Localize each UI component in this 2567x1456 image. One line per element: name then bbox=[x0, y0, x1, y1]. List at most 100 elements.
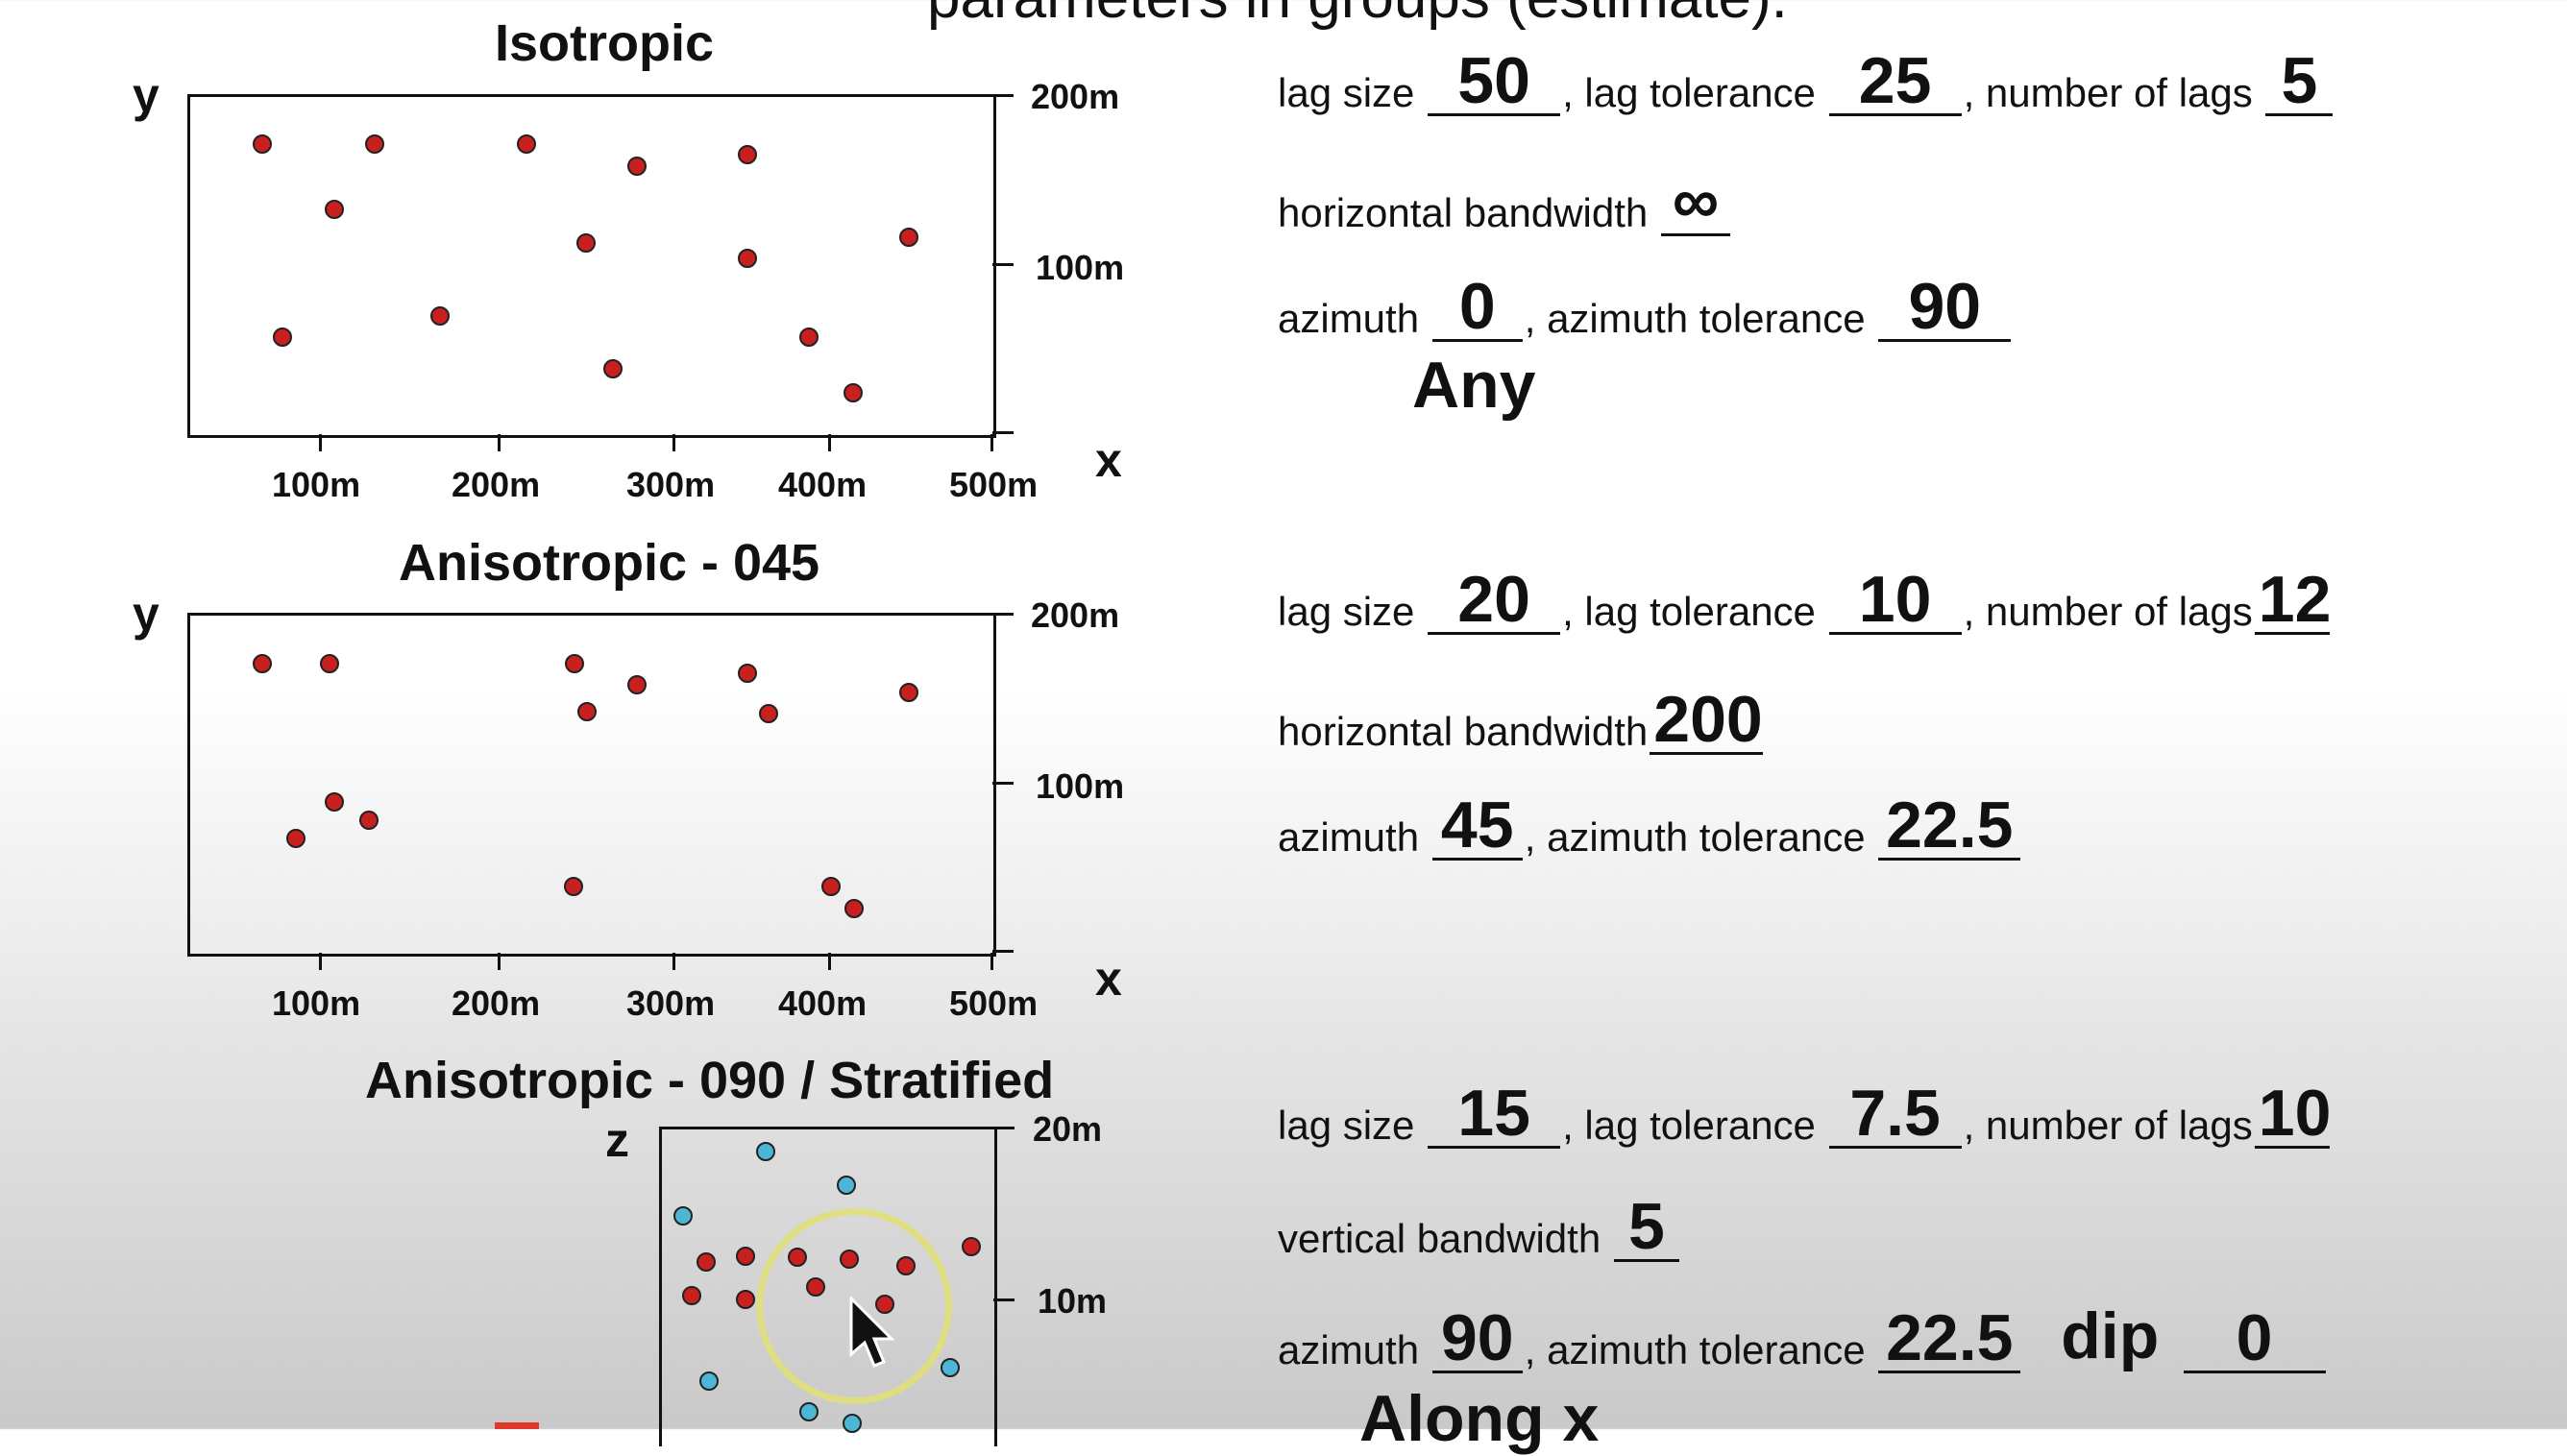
mouse-pointer-icon bbox=[849, 1297, 895, 1368]
y-tick bbox=[993, 1298, 1015, 1301]
lag-tolerance-value: 10 bbox=[1828, 567, 1962, 635]
x-tick-label: 200m bbox=[452, 983, 541, 1023]
lag-tolerance-label: , lag tolerance bbox=[1562, 1103, 1816, 1148]
data-point bbox=[736, 1247, 755, 1266]
dip-value: 0 bbox=[2183, 1305, 2326, 1373]
data-point bbox=[759, 704, 778, 723]
scatter-plot-anisotropic-045 bbox=[187, 613, 996, 957]
param-row-bandwidth-1: horizontal bandwidth ∞ bbox=[1278, 168, 1732, 236]
data-point bbox=[603, 359, 623, 378]
bandwidth-label: horizontal bandwidth bbox=[1278, 190, 1649, 235]
azimuth-tolerance-label: , azimuth tolerance bbox=[1524, 296, 1866, 341]
y-tick-label: 200m bbox=[1031, 77, 1120, 116]
x-tick bbox=[319, 434, 322, 451]
y-tick-label: 10m bbox=[1038, 1281, 1108, 1321]
number-of-lags-label: , number of lags bbox=[1963, 70, 2253, 115]
azimuth-tolerance-value: 22.5 bbox=[1878, 1305, 2021, 1373]
azimuth-label: azimuth bbox=[1278, 1327, 1420, 1372]
red-marker bbox=[495, 1422, 539, 1429]
data-point bbox=[325, 792, 344, 812]
azimuth-value: 90 bbox=[1431, 1305, 1523, 1373]
bandwidth-label: horizontal bandwidth bbox=[1278, 709, 1649, 754]
x-tick-label: 300m bbox=[626, 465, 716, 504]
data-point bbox=[359, 811, 379, 830]
y-axis-label: y bbox=[133, 587, 159, 641]
y-tick-label: 100m bbox=[1036, 766, 1125, 806]
y-tick-label: 100m bbox=[1036, 248, 1125, 287]
lag-size-value: 50 bbox=[1428, 48, 1561, 116]
param-row-lag-2: lag size 20 , lag tolerance 10 , number … bbox=[1278, 567, 2332, 635]
data-point bbox=[799, 328, 819, 347]
x-tick-label: 100m bbox=[272, 983, 361, 1023]
bandwidth-label: vertical bandwidth bbox=[1278, 1216, 1601, 1261]
param-row-bandwidth-2: horizontal bandwidth 200 bbox=[1278, 687, 1765, 755]
slide-title: parameters in groups (estimate). bbox=[927, 0, 1788, 32]
param-row-azimuth-1: azimuth 0 , azimuth tolerance 90 bbox=[1278, 274, 2013, 342]
lag-size-label: lag size bbox=[1278, 70, 1415, 115]
data-point bbox=[843, 383, 863, 402]
lag-size-label: lag size bbox=[1278, 589, 1415, 634]
x-tick bbox=[672, 953, 675, 970]
data-point bbox=[837, 1176, 856, 1195]
param-row-azimuth-3: azimuth 90 , azimuth tolerance 22.5 dip … bbox=[1278, 1298, 2328, 1373]
y-tick bbox=[992, 613, 1014, 616]
param-row-lag-3: lag size 15 , lag tolerance 7.5 , number… bbox=[1278, 1080, 2332, 1149]
x-tick bbox=[498, 953, 501, 970]
number-of-lags-value: 5 bbox=[2265, 48, 2334, 116]
data-point bbox=[843, 1414, 862, 1433]
lag-tolerance-value: 25 bbox=[1828, 48, 1962, 116]
lag-tolerance-label: , lag tolerance bbox=[1562, 70, 1816, 115]
lag-tolerance-label: , lag tolerance bbox=[1562, 589, 1816, 634]
x-tick-label: 400m bbox=[778, 983, 868, 1023]
y-tick bbox=[992, 263, 1014, 266]
cursor-highlight-ring bbox=[756, 1208, 952, 1404]
data-point bbox=[627, 157, 647, 176]
data-point bbox=[697, 1252, 716, 1272]
x-tick bbox=[828, 953, 831, 970]
azimuth-label: azimuth bbox=[1278, 296, 1420, 341]
data-point bbox=[941, 1358, 960, 1377]
bandwidth-value: 200 bbox=[1650, 687, 1764, 755]
azimuth-tolerance-value: 22.5 bbox=[1878, 792, 2021, 861]
azimuth-label: azimuth bbox=[1278, 814, 1420, 860]
number-of-lags-value: 10 bbox=[2254, 1080, 2331, 1149]
azimuth-tolerance-label: , azimuth tolerance bbox=[1524, 1327, 1866, 1372]
scatter-plot-isotropic bbox=[187, 94, 996, 438]
plot-title-anisotropic-090: Anisotropic - 090 / Stratified bbox=[365, 1052, 1055, 1109]
data-point bbox=[253, 134, 272, 154]
data-point bbox=[253, 654, 272, 673]
lag-size-value: 15 bbox=[1428, 1080, 1561, 1149]
data-point bbox=[286, 829, 306, 848]
y-tick bbox=[993, 1127, 1015, 1129]
y-tick-label: 200m bbox=[1031, 595, 1120, 635]
bandwidth-value: 5 bbox=[1613, 1194, 1679, 1262]
x-axis-label: x bbox=[1095, 433, 1122, 487]
azimuth-tolerance-value: 90 bbox=[1878, 274, 2012, 342]
data-point bbox=[273, 328, 292, 347]
x-tick bbox=[319, 953, 322, 970]
y-tick bbox=[992, 94, 1014, 97]
x-tick-label: 500m bbox=[949, 465, 1039, 504]
data-point bbox=[564, 877, 583, 896]
number-of-lags-label: , number of lags bbox=[1963, 1103, 2253, 1148]
x-tick-label: 400m bbox=[778, 465, 868, 504]
data-point bbox=[565, 654, 584, 673]
plot-title-isotropic: Isotropic bbox=[495, 14, 715, 72]
data-point bbox=[962, 1237, 981, 1256]
y-tick bbox=[992, 782, 1014, 785]
data-point bbox=[899, 228, 918, 247]
y-tick bbox=[992, 431, 1014, 434]
dip-label: dip bbox=[2061, 1299, 2160, 1372]
x-axis-label: x bbox=[1095, 952, 1122, 1006]
number-of-lags-label: , number of lags bbox=[1963, 589, 2253, 634]
x-tick bbox=[498, 434, 501, 451]
data-point bbox=[899, 683, 918, 702]
azimuth-value: 45 bbox=[1431, 792, 1523, 861]
z-axis-label: z bbox=[605, 1113, 629, 1167]
x-tick-label: 100m bbox=[272, 465, 361, 504]
x-tick bbox=[990, 953, 993, 970]
lag-size-value: 20 bbox=[1428, 567, 1561, 635]
data-point bbox=[320, 654, 339, 673]
param-row-azimuth-2: azimuth 45 , azimuth tolerance 22.5 bbox=[1278, 792, 2022, 861]
data-point bbox=[799, 1402, 819, 1421]
